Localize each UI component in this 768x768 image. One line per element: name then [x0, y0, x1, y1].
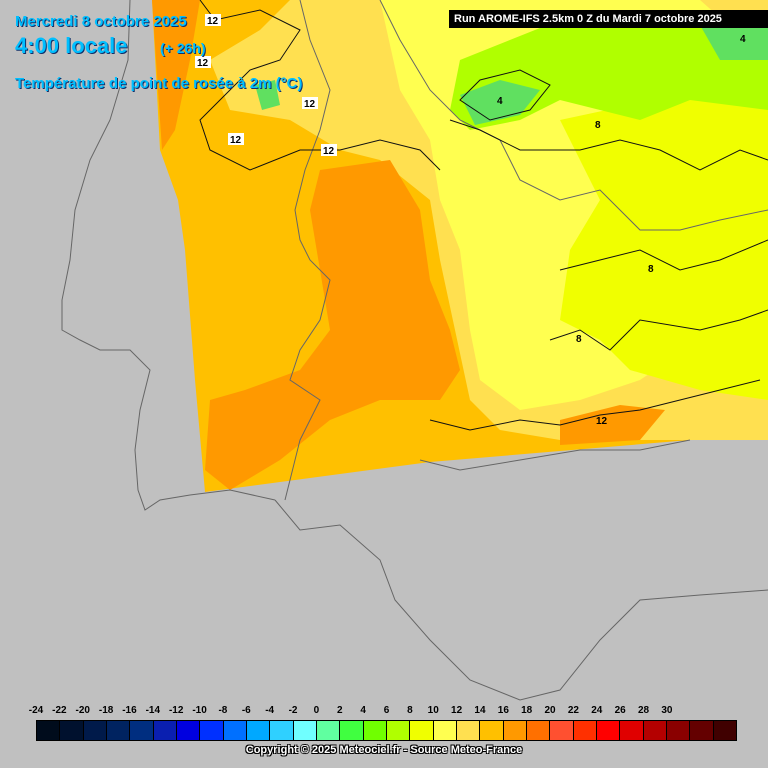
legend-swatch [713, 721, 736, 740]
legend-tick-label: 16 [497, 705, 509, 716]
contour-label: 8 [576, 334, 582, 345]
contour-label: 12 [596, 416, 608, 427]
contour-label: 12 [197, 58, 209, 69]
legend-tick-label: 18 [521, 705, 533, 716]
legend-swatch [130, 721, 154, 740]
legend-swatch [503, 721, 527, 740]
forecast-field [152, 0, 768, 492]
contour-label: 8 [595, 120, 601, 131]
legend-tick-label: 30 [661, 705, 673, 716]
contour-label: 12 [304, 99, 316, 110]
contour-label: 4 [497, 96, 503, 107]
legend-swatch [456, 721, 481, 740]
legend-swatch [550, 721, 574, 740]
legend-swatch [340, 721, 364, 740]
legend-tick-label: 26 [614, 705, 626, 716]
legend-tick-label: -18 [98, 705, 114, 716]
legend-tick-label: 24 [591, 705, 603, 716]
contour-label-group: 12 12 12 12 12 4 4 8 8 8 12 [195, 14, 746, 427]
legend-tick-label: 20 [544, 705, 556, 716]
parameter-title: Température de point de rosée à 2m (°C) [15, 75, 303, 92]
legend-tick-label: -14 [145, 705, 161, 716]
legend-swatch [526, 721, 551, 740]
legend-swatch [573, 721, 597, 740]
legend-tick-label: -4 [265, 705, 275, 716]
legend-swatch [620, 721, 644, 740]
legend-swatch [223, 721, 247, 740]
legend-tick-label: 2 [336, 705, 343, 716]
legend-swatch [246, 721, 271, 740]
legend-tick-label: -2 [288, 705, 298, 716]
legend-tick-label: 10 [427, 705, 439, 716]
legend-tick-label: 0 [313, 705, 320, 716]
legend-tick-label: 14 [474, 705, 486, 716]
legend-tick-label: 8 [407, 705, 413, 716]
legend-tick-label: -10 [192, 705, 207, 716]
legend-swatch [386, 721, 411, 740]
legend-color-bar [36, 720, 737, 741]
forecast-date: Mercredi 8 octobre 2025 [15, 13, 187, 30]
legend-swatch [316, 721, 341, 740]
legend-tick-label: -6 [241, 705, 251, 716]
contour-label: 8 [648, 264, 654, 275]
copyright-notice: Copyright © 2025 Meteociel.fr - Source M… [245, 744, 523, 756]
contour-lines [199, 0, 768, 431]
legend-swatch [410, 721, 434, 740]
legend-swatch [643, 721, 667, 740]
legend-swatch [60, 721, 84, 740]
contour-label: 12 [207, 16, 219, 27]
legend-tick-label: 22 [567, 705, 579, 716]
contour-label: 12 [323, 146, 335, 157]
legend-swatch [37, 721, 61, 740]
legend-swatch [666, 721, 691, 740]
legend-swatch [106, 721, 131, 740]
legend-tick-label: -22 [52, 705, 67, 716]
borders [61, 0, 768, 701]
legend-tick-label: -12 [168, 705, 184, 716]
legend-swatch [690, 721, 714, 740]
legend-tick-label: -24 [28, 705, 44, 716]
run-info-banner: Run AROME-IFS 2.5km 0 Z du Mardi 7 octob… [449, 10, 768, 28]
contour-label: 12 [230, 135, 242, 146]
local-time: 4:00 locale [15, 33, 128, 58]
contour-label: 4 [740, 34, 746, 45]
legend-tick-label: 4 [360, 705, 366, 716]
legend-swatch [270, 721, 294, 740]
legend-swatch [480, 721, 504, 740]
legend-tick-label: -20 [75, 705, 90, 716]
legend-swatch [83, 721, 107, 740]
legend-tick-label: -16 [122, 705, 137, 716]
legend-tick-label: 12 [451, 705, 463, 716]
legend-tick-label: -8 [218, 705, 228, 716]
legend-tick-labels: -24 -22 -20 -18 -16 -14 -12 -10 -8 -6 -4 -2 0 2 4 6 8 10 1… [0, 705, 768, 719]
legend-swatch [596, 721, 621, 740]
legend-swatch [293, 721, 317, 740]
legend-tick-label: 28 [637, 705, 650, 716]
legend-swatch [176, 721, 201, 740]
forecast-offset: (+ 26h) [160, 40, 206, 56]
legend-swatch [200, 721, 224, 740]
legend-swatch [363, 721, 387, 740]
legend-swatch [153, 721, 177, 740]
legend-tick-label: 6 [383, 705, 390, 716]
legend-swatch [433, 721, 457, 740]
